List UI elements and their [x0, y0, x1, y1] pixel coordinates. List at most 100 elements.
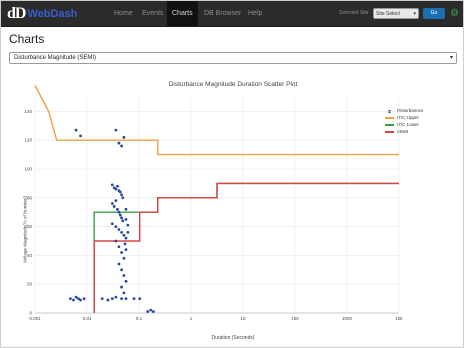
x-tick-label: 0.01	[83, 316, 92, 321]
disturbance-point	[120, 230, 123, 234]
disturbance-point	[106, 298, 110, 302]
chevron-down-icon: ▾	[449, 55, 453, 61]
disturbance-point	[79, 134, 82, 138]
y-tick-label: 0	[29, 311, 32, 316]
legend-label-semi: SEMI	[397, 129, 409, 134]
scatter-plot: 0 20 40 60 80 100 120 140 0.001 0.01 0.1 1 10 100 1000…	[24, 85, 403, 321]
disturbance-point	[114, 239, 118, 243]
disturbance-point	[151, 310, 155, 313]
chart-panel: Disturbance Magnitude Duration Scatter P…	[7, 67, 459, 345]
chart-type-select[interactable]: Disturbance Magnitude (SEMI) ▾	[9, 52, 457, 64]
x-tick-label: 0.001	[29, 316, 41, 321]
y-tick-label: 60	[27, 224, 33, 229]
disturbance-point	[118, 213, 122, 217]
nav-home[interactable]: Home	[114, 10, 133, 17]
disturbance-point	[100, 297, 104, 300]
disturbance-point	[117, 245, 121, 249]
logo-wordmark: WebDash	[27, 7, 78, 20]
disturbance-point	[149, 308, 153, 312]
disturbance-point	[120, 193, 123, 197]
legend-label-disturbances: Disturbances	[397, 108, 424, 113]
disturbance-point	[123, 242, 127, 246]
disturbance-point	[117, 210, 121, 214]
disturbance-point	[114, 225, 118, 229]
disturbance-point	[124, 236, 128, 240]
disturbance-point	[132, 297, 136, 300]
y-tick-label: 40	[27, 253, 33, 258]
disturbance-point	[120, 216, 123, 220]
disturbance-point	[114, 295, 118, 299]
nav-charts[interactable]: Charts	[167, 1, 198, 26]
nav-help[interactable]: Help	[248, 10, 263, 17]
series-line-itic-lower	[93, 182, 399, 313]
legend-marker-itic-lower	[385, 124, 394, 126]
disturbance-point	[114, 199, 118, 203]
series-line-itic-upper	[34, 85, 399, 156]
disturbance-point	[120, 268, 123, 272]
gear-icon[interactable]: ⚙	[450, 8, 459, 19]
y-tick-label: 80	[27, 195, 33, 200]
disturbance-point	[120, 144, 123, 148]
legend-marker-itic-upper	[385, 117, 394, 119]
y-axis-label: Voltage Magnitude(% of Nominal)	[22, 195, 28, 264]
disturbance-point	[146, 310, 150, 313]
logo-mark: dD	[7, 4, 26, 22]
disturbance-point	[121, 219, 125, 223]
disturbance-point	[120, 285, 123, 289]
chevron-down-icon: ▾	[413, 11, 416, 17]
disturbance-point	[118, 190, 122, 194]
disturbance-point	[114, 128, 118, 132]
disturbance-point	[110, 202, 114, 205]
disturbance-point	[116, 184, 119, 188]
x-tick-label: 0.1	[136, 316, 143, 321]
disturbance-point	[138, 297, 142, 300]
app-logo[interactable]: dD WebDash	[7, 4, 77, 23]
go-button[interactable]: Go	[423, 8, 445, 19]
disturbance-point	[121, 196, 125, 200]
disturbance-point	[110, 183, 114, 187]
disturbance-point	[124, 207, 128, 211]
disturbance-point	[124, 248, 128, 252]
legend-label-itic-lower: ITIC Lower	[397, 122, 420, 127]
disturbance-point	[74, 295, 78, 299]
x-tick-label: 10	[240, 316, 246, 321]
disturbance-point	[114, 187, 118, 191]
disturbance-point	[122, 135, 126, 139]
disturbance-point	[110, 297, 114, 300]
x-tick-label: 1000	[342, 316, 353, 321]
site-select[interactable]: Site Select ▾	[373, 8, 419, 19]
x-tick-label: 1	[190, 316, 193, 321]
disturbance-point	[122, 291, 126, 295]
disturbance-point	[126, 230, 130, 234]
disturbance-point	[124, 218, 128, 221]
disturbance-point	[120, 251, 123, 254]
chart-title: Disturbance Magnitude Duration Scatter P…	[168, 81, 298, 88]
y-tick-label: 120	[24, 138, 32, 143]
disturbance-point	[124, 297, 128, 300]
disturbance-point	[122, 274, 126, 277]
disturbance-point	[117, 262, 121, 266]
nav-db-browser[interactable]: DB Browser	[204, 10, 242, 17]
disturbance-point	[82, 297, 86, 300]
disturbance-point	[110, 222, 114, 226]
site-select-value: Site Select	[376, 11, 400, 17]
disturbance-point	[79, 298, 82, 302]
disturbance-point	[126, 223, 130, 227]
y-tick-label: 140	[24, 109, 32, 114]
series-line-semi	[93, 182, 399, 313]
y-tick-label: 20	[27, 282, 33, 287]
disturbance-point	[74, 128, 78, 132]
site-label: Selected Site	[339, 10, 369, 16]
y-tick-label: 100	[24, 167, 32, 172]
disturbance-point	[122, 233, 126, 237]
disturbance-point	[117, 228, 121, 231]
legend-marker-semi	[385, 131, 394, 133]
page-title: Charts	[9, 32, 45, 46]
x-tick-label: 100	[291, 316, 299, 321]
disturbance-point	[122, 256, 126, 260]
nav-events[interactable]: Events	[142, 10, 164, 17]
disturbance-point	[120, 297, 123, 300]
disturbance-point	[124, 279, 128, 283]
disturbance-point	[117, 141, 121, 145]
